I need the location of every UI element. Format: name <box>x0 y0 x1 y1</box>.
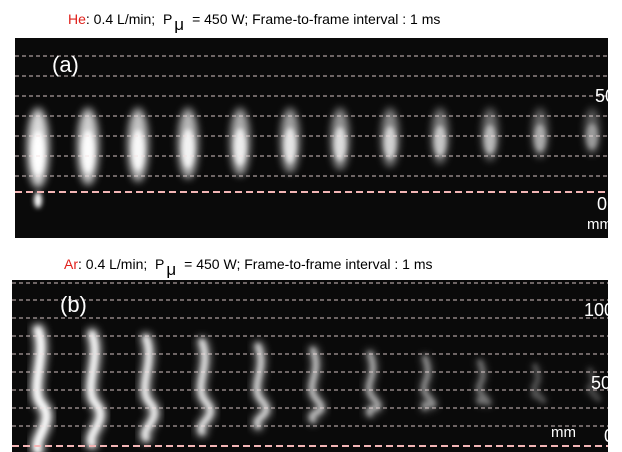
flame-tail <box>34 192 42 208</box>
scale-label: 100 <box>584 300 614 320</box>
flame-core <box>284 128 296 164</box>
flame-core <box>234 128 246 165</box>
flame-core <box>384 126 396 158</box>
flame-core <box>32 131 44 175</box>
flame-core <box>484 125 496 154</box>
unit: mm <box>551 424 576 441</box>
flame-core <box>82 130 94 172</box>
unit: mm <box>587 216 612 233</box>
image-a <box>15 38 608 238</box>
panel-label: (b) <box>60 292 87 317</box>
figure: (a) 50 0 mm (b) 100 50 0 mm <box>0 0 622 452</box>
scale-label: 0 <box>604 426 614 446</box>
scale-label: 50 <box>595 86 615 106</box>
page: {"panels": [ {"gas": "He", "conditions":… <box>0 0 622 452</box>
scale-label: 0 <box>597 194 607 214</box>
scale-label: 50 <box>591 373 611 393</box>
panel-label: (a) <box>52 52 79 77</box>
flame-core <box>534 124 546 152</box>
flame-core <box>182 129 194 168</box>
flame-core <box>434 126 446 157</box>
